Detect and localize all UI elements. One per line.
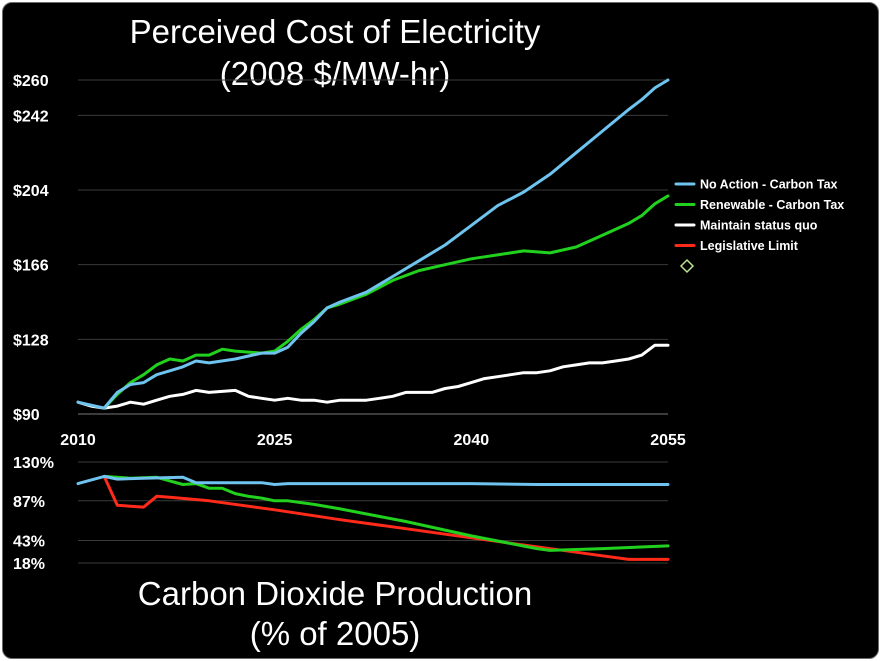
y-tick-label: $166: [13, 258, 49, 275]
legend-label: Renewable - Carbon Tax: [700, 198, 844, 212]
co2-chart-title: Carbon Dioxide Production: [137, 575, 533, 612]
y-tick-label: $90: [13, 407, 40, 424]
y-tick-label: $204: [13, 183, 49, 200]
co2-chart-subtitle: (% of 2005): [249, 615, 421, 652]
chart-title: Perceived Cost of Electricity: [129, 13, 541, 50]
y-tick-label: $128: [13, 332, 49, 349]
y-tick-label: $242: [13, 108, 49, 125]
co2-series-line-legislative-limit: [102, 474, 670, 561]
legend-label: No Action - Carbon Tax: [700, 178, 838, 192]
y-tick-label: 18%: [13, 556, 45, 573]
legend-label: Maintain status quo: [700, 219, 818, 233]
x-tick-label: 2025: [257, 432, 293, 449]
legend-marker-icon: [679, 258, 695, 274]
y-tick-label: 87%: [13, 494, 45, 511]
legend-label: Legislative Limit: [700, 239, 799, 253]
y-tick-label: $260: [13, 73, 49, 90]
x-tick-label: 2040: [454, 432, 490, 449]
co2-series-line-no-action-carbon-tax: [76, 474, 670, 486]
chart-subtitle: (2008 $/MW-hr): [219, 55, 451, 92]
x-tick-label: 2010: [60, 432, 96, 449]
series-line-maintain-status-quo: [76, 343, 670, 410]
series-line-no-action-carbon-tax: [76, 78, 670, 410]
y-tick-label: 130%: [13, 455, 54, 472]
x-tick-label: 2055: [650, 432, 686, 449]
series-line-renewable-carbon-tax: [102, 194, 670, 410]
y-tick-label: 43%: [13, 533, 45, 550]
co2-series-line-renewable-carbon-tax: [102, 474, 670, 552]
